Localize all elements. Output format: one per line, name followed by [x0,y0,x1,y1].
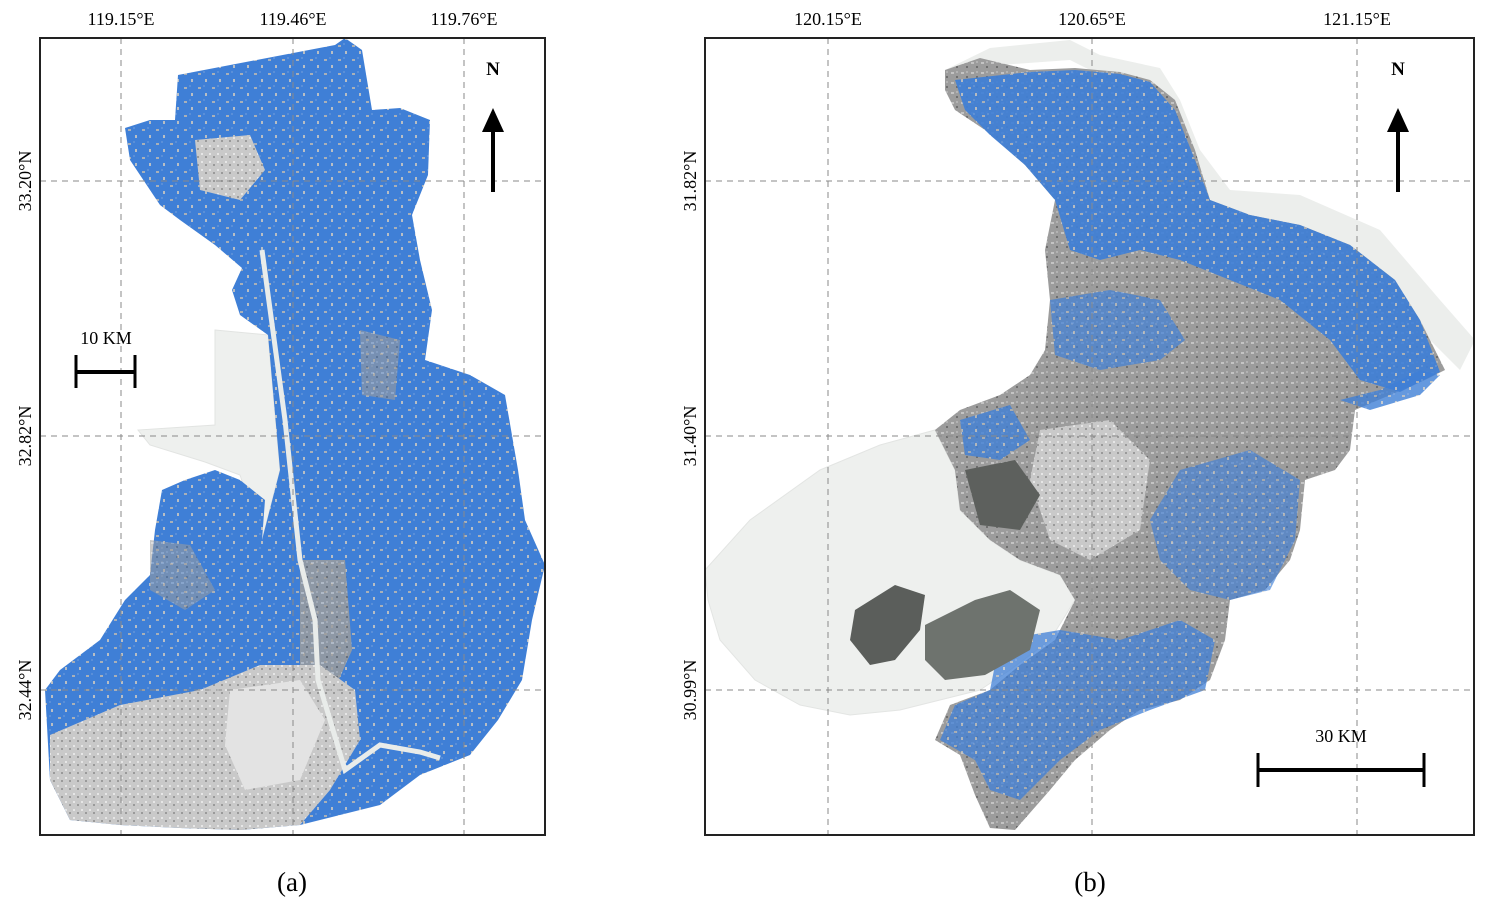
panel-b-lon-tick: 121.15°E [1323,9,1391,29]
panel-b-map [705,38,1474,835]
panel-b-island [965,460,1040,530]
panel-b-paddy [1050,290,1185,370]
panel-a-grey-patch [360,330,400,400]
panel-b-lat-tick: 31.40°N [680,406,700,467]
panel-b-island [925,590,1040,680]
panel-b-lon-tick: 120.15°E [794,9,862,29]
north-arrow-icon [482,108,504,132]
north-arrow-icon [1387,108,1409,132]
panel-b-lat-tick: 30.99°N [680,660,700,721]
panel-a-lon-tick: 119.15°E [87,9,154,29]
panel-a-map [40,38,545,835]
panel-a-lon-tick: 119.46°E [259,9,326,29]
panel-b-caption: (b) [1074,867,1105,897]
panel-b-north-label: N [1391,59,1405,80]
panel-a-region [45,38,545,830]
panel-b-north-arrow: N [1387,59,1409,192]
panel-a-lon-tick: 119.76°E [430,9,497,29]
panel-b-island [850,585,925,665]
panel-b-paddy [960,405,1030,460]
panel-a-caption: (a) [277,867,307,897]
panel-a-lat-tick: 33.20°N [15,151,35,212]
panel-a-north-arrow: N [482,59,504,192]
panel-a: 119.15°E 119.46°E 119.76°E 33.20°N 32.82… [15,9,546,897]
panel-b-paddy [1340,370,1440,410]
panel-a-north-label: N [486,59,500,80]
panel-a-scale-label: 10 KM [80,328,132,348]
panel-a-grid [40,38,545,835]
panel-b-lat-tick: 31.82°N [680,151,700,212]
panel-a-scale-bar: 10 KM [74,328,137,388]
panel-a-urban-core [225,680,325,790]
panel-b-lon-tick: 120.65°E [1058,9,1126,29]
panel-b-urban-area [1030,420,1150,560]
panel-a-grey-patch [150,540,215,610]
panel-b: 120.15°E 120.65°E 121.15°E 31.82°N 31.40… [680,9,1475,897]
panel-b-paddy [940,620,1215,800]
panel-a-frame [39,37,546,836]
panel-b-frame [704,37,1475,836]
panel-b-scale-bar: 30 KM [1256,726,1426,787]
panel-a-lat-tick: 32.44°N [15,660,35,721]
panel-b-paddy [1150,450,1300,600]
panel-a-urban-area [195,135,265,200]
panel-b-paddy [955,70,1440,392]
panel-b-grid [705,38,1474,835]
panel-a-lat-tick: 32.82°N [15,406,35,467]
panel-b-scale-label: 30 KM [1315,726,1367,746]
